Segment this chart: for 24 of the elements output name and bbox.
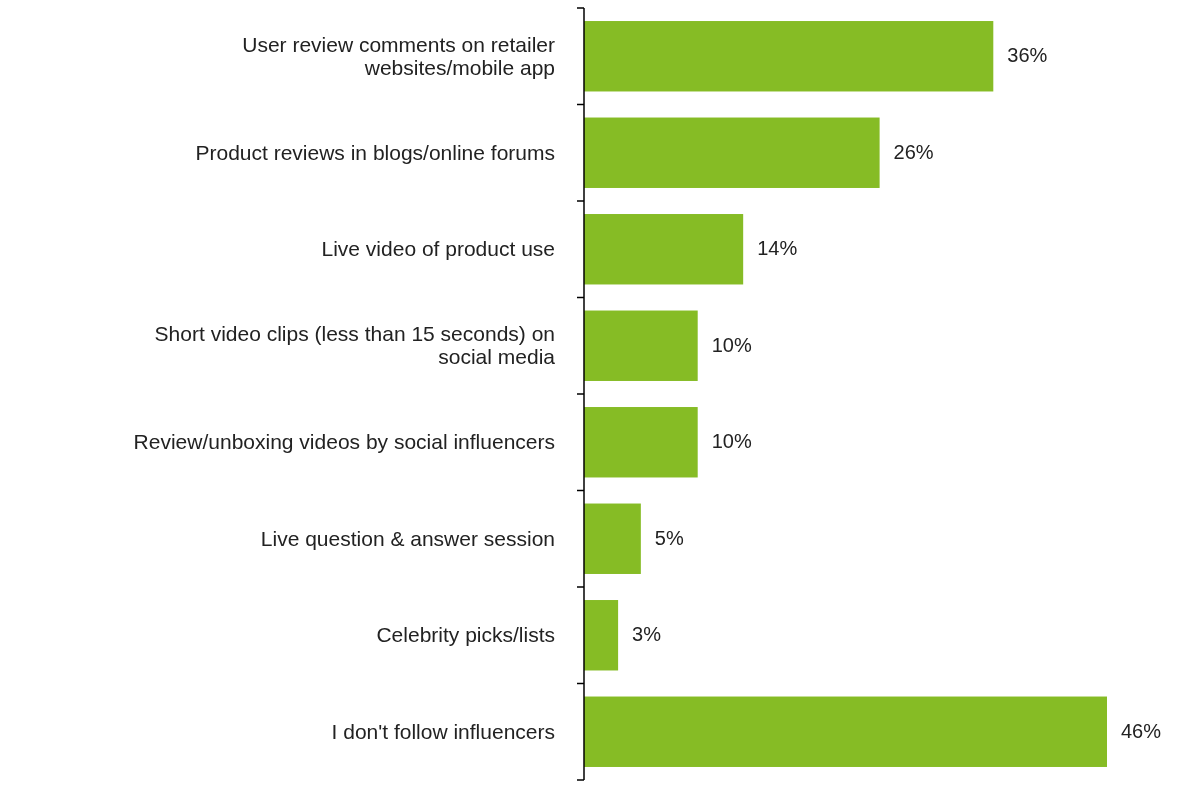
- data-label: 26%: [893, 140, 934, 163]
- bar: [584, 310, 698, 381]
- bar: [584, 407, 698, 478]
- y-tick-label: I don't follow influencers: [331, 719, 555, 743]
- data-label: 10%: [711, 430, 752, 453]
- y-tick-label: Review/unboxing videos by social influencers: [133, 430, 555, 454]
- y-tick-label: Celebrity picks/lists: [376, 623, 555, 647]
- bar: [584, 503, 641, 574]
- y-tick-label: User review comments on retailer websites/mobile app: [242, 32, 556, 79]
- bar: [584, 600, 619, 671]
- bar: [584, 21, 994, 92]
- data-label: 36%: [1007, 44, 1048, 67]
- bar: [584, 117, 880, 188]
- data-label: 3%: [632, 623, 662, 646]
- y-tick-label: Live question & answer session: [260, 526, 555, 550]
- y-tick-label: Product reviews in blogs/online forums: [195, 140, 555, 164]
- data-label: 10%: [711, 333, 752, 356]
- bar: [584, 214, 744, 285]
- y-tick-label: Short video clips (less than 15 seconds) on social media: [154, 322, 556, 369]
- bar: [584, 696, 1107, 767]
- data-label: 5%: [654, 526, 684, 549]
- y-tick-label: Live video of product use: [321, 237, 555, 261]
- data-label: 14%: [757, 237, 798, 260]
- data-label: 46%: [1121, 719, 1162, 742]
